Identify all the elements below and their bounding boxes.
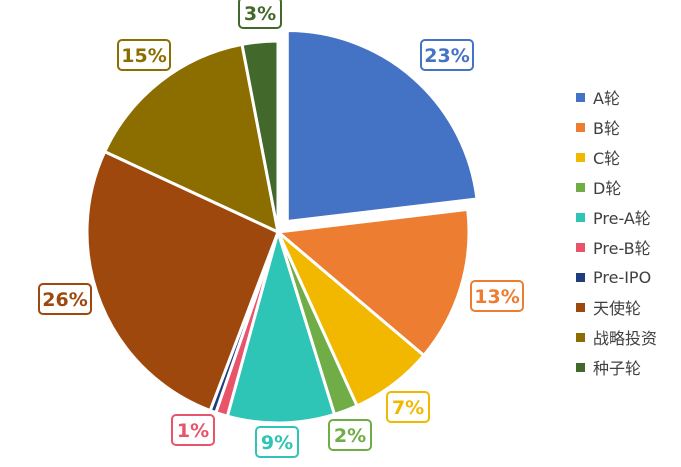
- legend-swatch: [576, 182, 585, 192]
- pie-slice-item-8: [103, 42, 280, 234]
- legend-swatch: [576, 302, 585, 312]
- legend-swatch: [576, 242, 585, 252]
- data-label-b: 13%: [470, 280, 524, 312]
- legend-item-d: D轮: [576, 172, 657, 202]
- legend-swatch: [576, 362, 585, 372]
- legend-item-item-9: 种子轮: [576, 352, 657, 382]
- legend-item-pre-ipo: Pre-IPO: [576, 262, 657, 292]
- legend-label: 战略投资: [593, 329, 658, 348]
- legend-label: Pre-A轮: [593, 209, 651, 228]
- legend-swatch: [576, 92, 585, 102]
- legend-label: B轮: [593, 119, 620, 138]
- data-label-c: 7%: [386, 391, 430, 423]
- svg-text:9%: 9%: [261, 432, 293, 454]
- legend-swatch: [576, 152, 585, 162]
- legend-swatch: [576, 332, 585, 342]
- legend-label: Pre-B轮: [593, 239, 651, 258]
- legend-label: A轮: [593, 89, 620, 108]
- legend-item-a: A轮: [576, 82, 657, 112]
- svg-text:23%: 23%: [424, 45, 469, 67]
- legend: A轮 B轮 C轮 D轮 Pre-A轮 Pre-B轮 Pre-IPO 天使轮战略投资种子轮: [576, 82, 657, 382]
- svg-text:13%: 13%: [474, 286, 519, 308]
- svg-text:2%: 2%: [334, 425, 366, 447]
- legend-item-item-7: 天使轮: [576, 292, 657, 322]
- data-label-item-8: 15%: [117, 39, 171, 71]
- legend-item-c: C轮: [576, 142, 657, 172]
- data-label-item-9: 3%: [238, 0, 282, 29]
- pie-slice-item-9: [240, 39, 280, 234]
- pie-slice-a: [285, 29, 479, 224]
- legend-item-pre-b: Pre-B轮: [576, 232, 657, 262]
- svg-text:1%: 1%: [177, 420, 209, 442]
- legend-label: D轮: [593, 179, 622, 198]
- legend-label: Pre-IPO: [593, 267, 652, 287]
- legend-swatch: [576, 272, 585, 282]
- legend-item-b: B轮: [576, 112, 657, 142]
- data-label-pre-b: 1%: [171, 414, 215, 446]
- legend-label: C轮: [593, 149, 621, 168]
- data-label-a: 23%: [420, 39, 474, 71]
- pie-slice-pre-a: [225, 230, 336, 425]
- data-label-d: 2%: [328, 419, 372, 451]
- legend-swatch: [576, 212, 585, 222]
- pie-slice-b: [276, 207, 471, 357]
- svg-text:7%: 7%: [392, 397, 424, 419]
- legend-swatch: [576, 122, 585, 132]
- svg-text:26%: 26%: [42, 289, 87, 311]
- svg-text:15%: 15%: [121, 45, 166, 67]
- legend-item-item-8: 战略投资: [576, 322, 657, 352]
- legend-label: 天使轮: [593, 299, 642, 318]
- svg-text:3%: 3%: [244, 3, 276, 25]
- data-label-item-7: 26%: [38, 283, 92, 315]
- pie-slice-item-7: [85, 150, 280, 413]
- legend-label: 种子轮: [593, 359, 642, 378]
- legend-item-pre-a: Pre-A轮: [576, 202, 657, 232]
- data-label-pre-a: 9%: [255, 426, 299, 458]
